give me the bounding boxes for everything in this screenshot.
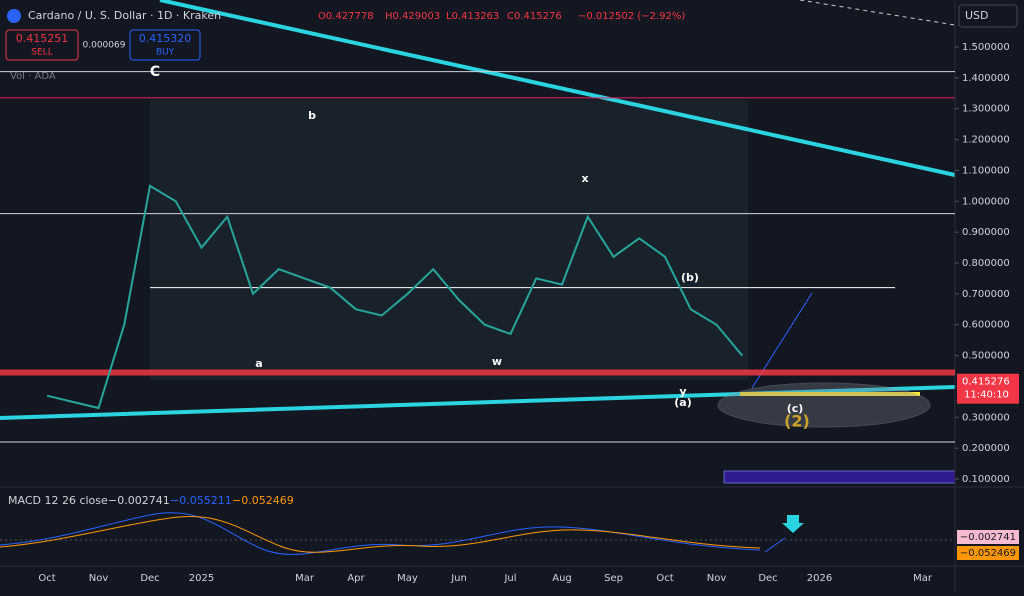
wave-label: (b) (681, 271, 699, 284)
ohlc-value: −0.012502 (−2.92%) (578, 11, 685, 22)
ohlc-value: H0.429003 (385, 11, 440, 22)
wave-label: y (679, 385, 686, 398)
x-tick-label: Aug (552, 573, 572, 584)
x-tick-label: Oct (38, 573, 55, 584)
y-tick-label: 1.500000 (962, 42, 1010, 53)
signal-line (0, 516, 761, 553)
buy-price: 0.415320 (139, 32, 192, 45)
y-tick-label: 1.200000 (962, 135, 1010, 146)
currency-button[interactable] (958, 4, 1018, 28)
x-tick-label: Mar (295, 573, 315, 584)
target-ellipse (717, 382, 931, 428)
buy-label: BUY (156, 48, 175, 58)
currency: USD (965, 9, 989, 22)
wave-label: (a) (674, 396, 691, 409)
macd-value: −0.002741 (108, 494, 170, 507)
wave-label: C (150, 64, 160, 80)
macd-line (0, 512, 761, 555)
down-arrow-icon (782, 515, 804, 533)
y-tick-label: 0.500000 (962, 351, 1010, 362)
ohlc-value: L0.413263 (446, 11, 499, 22)
macd-arrow (764, 537, 786, 553)
countdown: 11:40:10 (964, 390, 1009, 401)
signal-tag-label: −0.052469 (960, 548, 1016, 559)
macd-hist: −0.052469 (232, 494, 294, 507)
y-tick-label: 0.800000 (962, 258, 1010, 269)
buy-button[interactable] (129, 29, 201, 61)
ohlc-value: C0.415276 (507, 11, 562, 22)
volume-profile-zone (150, 100, 748, 380)
macd-signal: −0.055211 (170, 494, 232, 507)
x-tick-label: Apr (347, 573, 365, 584)
spread: 0.000069 (83, 41, 126, 51)
x-tick-label: Dec (758, 573, 777, 584)
y-tick-label: 0.900000 (962, 227, 1010, 238)
x-tick-label: Sep (604, 573, 623, 584)
volume-label: Vol · ADA (10, 71, 56, 82)
ohlc-value: O0.427778 (318, 11, 374, 22)
wave-label: w (492, 355, 502, 368)
chart-title: Cardano / U. S. Dollar · 1D · Kraken (28, 9, 221, 22)
wave-label: a (255, 357, 262, 370)
x-tick-label: Mar (913, 573, 933, 584)
wave-label: x (581, 172, 588, 185)
price-tag-label: 0.415276 (962, 377, 1010, 388)
wave-label: b (308, 109, 316, 122)
symbol-icon (7, 9, 21, 23)
signal-tag (957, 546, 1019, 560)
x-tick-label: Nov (707, 573, 727, 584)
x-tick-label: Jun (450, 573, 467, 584)
sell-button[interactable] (5, 29, 79, 61)
price-tag (957, 373, 1019, 404)
y-tick-label: 1.300000 (962, 104, 1010, 115)
y-tick-label: 1.100000 (962, 165, 1010, 176)
macd-tag-label: −0.002741 (960, 532, 1016, 543)
y-tick-label: 0.300000 (962, 412, 1010, 423)
y-tick-label: 0.700000 (962, 289, 1010, 300)
x-tick-label: Jul (503, 573, 516, 584)
sell-label: SELL (31, 48, 52, 58)
wave-label: (c) (787, 402, 804, 415)
macd-tag (957, 530, 1019, 544)
y-tick-label: 0.100000 (962, 474, 1010, 485)
x-tick-label: May (397, 573, 418, 584)
y-tick-label: 1.400000 (962, 73, 1010, 84)
sell-price: 0.415251 (16, 32, 69, 45)
x-tick-label: 2025 (189, 573, 214, 584)
y-tick-label: 0.600000 (962, 320, 1010, 331)
resistance-trendline (159, 0, 956, 177)
box (723, 470, 956, 484)
x-tick-label: 2026 (807, 573, 832, 584)
price-line (46, 184, 744, 410)
x-tick-label: Dec (140, 573, 159, 584)
y-tick-label: 1.000000 (962, 196, 1010, 207)
wave-label: (2) (784, 412, 810, 431)
x-tick-label: Oct (656, 573, 673, 584)
macd-title: MACD 12 26 close (8, 494, 108, 507)
x-tick-label: Nov (89, 573, 109, 584)
y-tick-label: 0.200000 (962, 443, 1010, 454)
dashed-line (799, 0, 956, 26)
